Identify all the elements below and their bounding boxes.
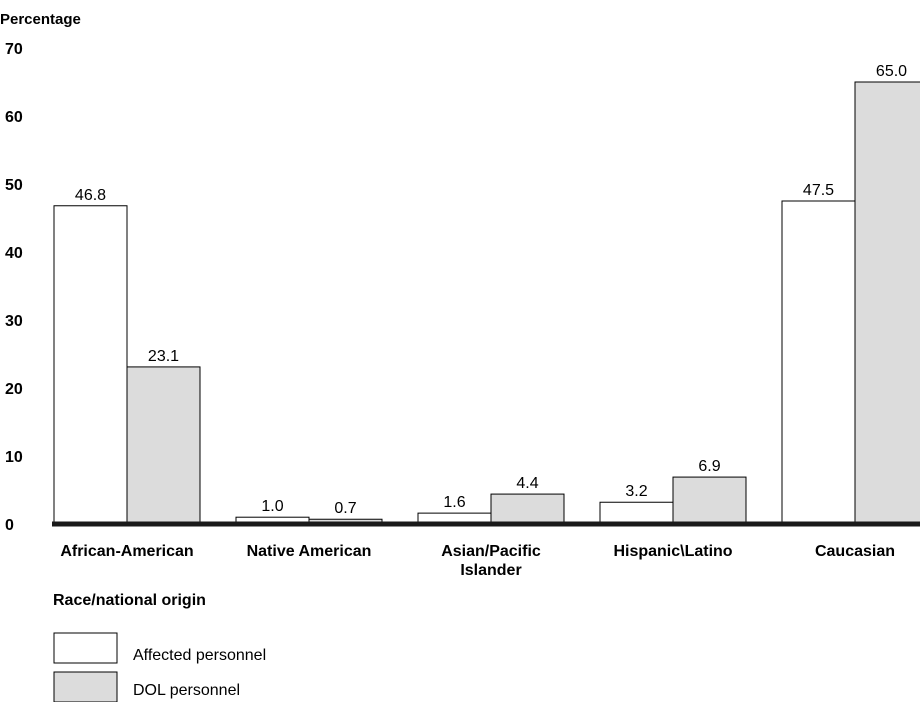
y-tick-label: 30 <box>5 313 23 330</box>
legend-item-affected: Affected personnel <box>53 632 266 664</box>
x-axis-title: Race/national origin <box>53 592 206 609</box>
legend-label-affected: Affected personnel <box>133 647 266 664</box>
y-tick-label: 60 <box>5 109 23 126</box>
y-tick-label: 10 <box>5 449 23 466</box>
data-label-affected: 1.6 <box>443 494 465 511</box>
y-tick-label: 0 <box>5 517 14 534</box>
data-label-dol: 0.7 <box>334 500 356 517</box>
bar-affected <box>599 501 674 525</box>
y-tick-label: 40 <box>5 245 23 262</box>
y-axis-ticks: 0 10 20 30 40 50 60 70 <box>5 41 23 534</box>
x-tick-label: Caucasian <box>815 543 895 560</box>
legend-item-dol: DOL personnel <box>53 671 240 702</box>
legend-swatch-affected <box>53 632 118 664</box>
bar-dol <box>854 81 920 525</box>
bar-dol <box>126 366 201 525</box>
data-label-dol: 6.9 <box>698 458 720 475</box>
data-labels: 46.8 1.0 1.6 3.2 47.5 23.1 0.7 4.4 6.9 65.0 <box>75 63 907 517</box>
bar-dol <box>490 493 565 525</box>
legend: Affected personnel DOL personnel <box>53 632 266 702</box>
y-tick-label: 50 <box>5 177 23 194</box>
x-tick-label: Asian/Pacific Islander <box>441 543 541 579</box>
data-label-affected: 3.2 <box>625 483 647 500</box>
legend-label-dol: DOL personnel <box>133 682 240 699</box>
x-tick-label: Native American <box>247 543 372 560</box>
y-tick-label: 70 <box>5 41 23 58</box>
x-tick-label: African-American <box>60 543 193 560</box>
data-label-dol: 23.1 <box>148 348 179 365</box>
y-tick-label: 20 <box>5 381 23 398</box>
data-label-dol: 65.0 <box>876 63 907 80</box>
x-tick-label: Hispanic\Latino <box>613 543 732 560</box>
legend-swatch-dol <box>53 671 118 702</box>
x-axis-ticks: African-American Native American Asian/Pac… <box>60 543 895 579</box>
bars <box>53 81 920 525</box>
bar-affected <box>781 200 856 525</box>
y-axis-label: Percentage <box>0 11 81 28</box>
data-label-affected: 1.0 <box>261 498 283 515</box>
data-label-dol: 4.4 <box>516 475 538 492</box>
bar-affected <box>53 205 128 525</box>
data-label-affected: 47.5 <box>803 182 834 199</box>
data-label-affected: 46.8 <box>75 187 106 204</box>
bar-dol <box>672 476 747 525</box>
